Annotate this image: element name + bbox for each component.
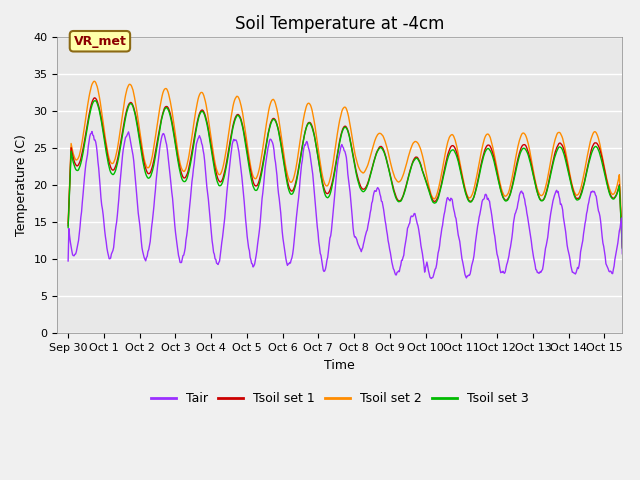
Y-axis label: Temperature (C): Temperature (C) bbox=[15, 134, 28, 236]
Legend: Tair, Tsoil set 1, Tsoil set 2, Tsoil set 3: Tair, Tsoil set 1, Tsoil set 2, Tsoil se… bbox=[146, 387, 534, 410]
X-axis label: Time: Time bbox=[324, 359, 355, 372]
Text: VR_met: VR_met bbox=[74, 35, 126, 48]
Title: Soil Temperature at -4cm: Soil Temperature at -4cm bbox=[235, 15, 445, 33]
